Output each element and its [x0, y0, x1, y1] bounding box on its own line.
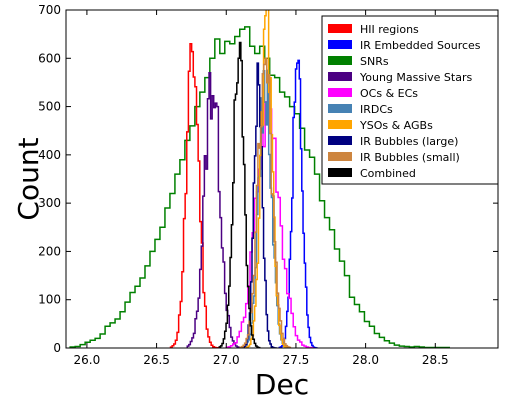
legend-label: HII regions	[360, 23, 419, 36]
legend-label: IRDCs	[360, 103, 393, 116]
y-axis-label: Count	[12, 137, 45, 220]
series-line-young-massive-stars	[186, 72, 241, 348]
legend-swatch	[328, 72, 352, 81]
legend-swatch	[328, 104, 352, 113]
y-tick-label: 0	[53, 341, 61, 355]
series-line-ir-bubbles-large	[242, 62, 278, 348]
x-tick-label: 26.5	[143, 353, 170, 367]
y-tick-label: 500	[38, 100, 61, 114]
series-line-hii-regions	[169, 43, 221, 348]
y-tick-label: 400	[38, 148, 61, 162]
legend-label: IR Embedded Sources	[360, 39, 481, 52]
x-tick-label: 28.0	[352, 353, 379, 367]
x-tick-label: 27.0	[213, 353, 240, 367]
legend-swatch	[328, 88, 352, 97]
x-tick-label: 27.5	[283, 353, 310, 367]
ticks-layer: 26.0 26.5 27.0 27.5 28.0 28.5 0 100 200 300 400 500…	[38, 3, 498, 367]
y-tick-label: 100	[38, 293, 61, 307]
legend-label: SNRs	[360, 55, 389, 68]
legend-swatch	[328, 40, 352, 49]
series-line-ir-embedded-sources	[278, 59, 318, 348]
legend-label: IR Bubbles (large)	[360, 135, 458, 148]
legend-label: IR Bubbles (small)	[360, 151, 460, 164]
y-tick-label: 700	[38, 3, 61, 17]
series-line-ocs-ecs	[225, 100, 314, 348]
legend-label: YSOs & AGBs	[359, 119, 433, 132]
y-tick-label: 600	[38, 51, 61, 65]
legend-label: Young Massive Stars	[359, 71, 472, 84]
legend-swatch	[328, 120, 352, 129]
legend-swatch	[328, 152, 352, 161]
legend-label: OCs & ECs	[360, 87, 418, 100]
series-line-snrs	[69, 26, 450, 348]
series-layer	[69, 10, 450, 348]
legend-swatch	[328, 168, 352, 177]
y-tick-label: 300	[38, 196, 61, 210]
series-line-ir-bubbles-small	[239, 57, 292, 348]
x-axis-label: Dec	[255, 368, 309, 401]
x-tick-label: 28.5	[422, 353, 449, 367]
legend-swatch	[328, 24, 352, 33]
legend: HII regions IR Embedded Sources SNRs Young …	[321, 15, 499, 185]
series-line-combined	[218, 41, 261, 348]
legend-swatch	[328, 136, 352, 145]
x-tick-label: 26.0	[74, 353, 101, 367]
legend-swatch	[328, 56, 352, 65]
y-tick-label: 200	[38, 244, 61, 258]
legend-label: Combined	[360, 167, 416, 180]
